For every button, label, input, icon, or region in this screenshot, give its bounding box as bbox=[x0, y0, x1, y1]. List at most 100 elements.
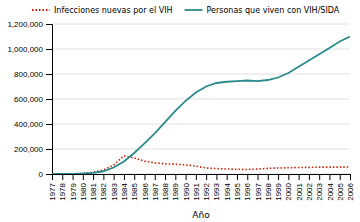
x-tick: 2002 bbox=[305, 174, 314, 201]
x-tick: 2006 bbox=[346, 174, 355, 201]
x-tick: 1988 bbox=[161, 174, 170, 201]
x-tick-mark bbox=[103, 174, 104, 180]
x-axis: 1977197819791980198119821983198419851986… bbox=[48, 174, 355, 201]
y-tick-label: 600,000 bbox=[14, 95, 43, 104]
x-tick: 1985 bbox=[130, 174, 139, 201]
x-tick-label: 2003 bbox=[315, 182, 324, 200]
x-tick-mark bbox=[216, 174, 217, 180]
x-tick-label: 1985 bbox=[130, 182, 139, 200]
x-tick-mark bbox=[288, 174, 289, 180]
x-tick-mark bbox=[62, 174, 63, 180]
x-tick-mark bbox=[83, 174, 84, 180]
y-tick: 800,000 bbox=[14, 70, 52, 79]
legend-swatch bbox=[32, 9, 50, 11]
x-tick-mark bbox=[258, 174, 259, 180]
legend-item: Personas que viven con VIH/SIDA bbox=[185, 6, 340, 15]
x-tick: 1990 bbox=[182, 174, 191, 201]
x-tick-mark bbox=[165, 174, 166, 180]
y-tick: 1,200,000 bbox=[7, 20, 52, 29]
y-tick-label: 1,000,000 bbox=[7, 45, 43, 54]
x-tick: 1995 bbox=[233, 174, 242, 201]
x-tick: 1989 bbox=[171, 174, 180, 201]
x-tick: 2005 bbox=[336, 174, 345, 201]
legend: Infecciones nuevas por el VIH Personas qu… bbox=[32, 6, 340, 15]
x-tick-mark bbox=[227, 174, 228, 180]
y-tick-label: 200,000 bbox=[14, 145, 43, 154]
x-axis-title: Año bbox=[192, 210, 210, 220]
x-tick-label: 1991 bbox=[192, 182, 201, 200]
x-tick-label: 1987 bbox=[151, 182, 160, 200]
x-tick-mark bbox=[124, 174, 125, 180]
x-tick-label: 1999 bbox=[274, 182, 283, 200]
y-tick: 0 bbox=[39, 170, 52, 179]
x-tick: 2004 bbox=[326, 174, 335, 201]
x-tick: 1987 bbox=[151, 174, 160, 201]
x-axis-line bbox=[53, 175, 351, 181]
x-tick-mark bbox=[196, 174, 197, 180]
x-tick-label: 1993 bbox=[212, 182, 221, 200]
y-tick: 600,000 bbox=[14, 95, 52, 104]
x-tick-mark bbox=[114, 174, 115, 180]
x-tick-mark bbox=[268, 174, 269, 180]
x-tick-label: 1994 bbox=[223, 182, 232, 200]
x-tick: 1994 bbox=[223, 174, 232, 201]
legend-item: Infecciones nuevas por el VIH bbox=[32, 6, 173, 15]
grid-line bbox=[52, 24, 350, 25]
x-tick-mark bbox=[278, 174, 279, 180]
x-tick-mark bbox=[155, 174, 156, 180]
y-axis: 0 200,000 400,000 600,000 800,000 1,000,000 1,… bbox=[7, 20, 52, 179]
x-tick-label: 1988 bbox=[161, 182, 170, 200]
x-tick: 1980 bbox=[79, 174, 88, 201]
x-tick: 1998 bbox=[264, 174, 273, 201]
x-tick-label: 1980 bbox=[79, 182, 88, 200]
y-tick-mark bbox=[46, 49, 52, 50]
y-tick: 200,000 bbox=[14, 145, 52, 154]
x-tick-label: 1998 bbox=[264, 182, 273, 200]
x-tick-label: 2005 bbox=[336, 182, 345, 200]
x-tick-label: 1982 bbox=[99, 182, 108, 200]
grid-line bbox=[52, 74, 350, 75]
x-tick-label: 2006 bbox=[346, 182, 355, 200]
x-tick: 1992 bbox=[202, 174, 211, 201]
x-tick-label: 1996 bbox=[243, 182, 252, 200]
y-tick-label: 400,000 bbox=[14, 120, 43, 129]
legend-label: Infecciones nuevas por el VIH bbox=[54, 6, 173, 15]
x-tick-label: 1995 bbox=[233, 182, 242, 200]
x-tick: 1979 bbox=[69, 174, 78, 201]
x-tick-mark bbox=[186, 174, 187, 180]
y-tick: 1,000,000 bbox=[7, 45, 52, 54]
legend-swatch bbox=[185, 9, 203, 11]
x-tick: 2003 bbox=[315, 174, 324, 201]
series-line bbox=[52, 37, 350, 175]
x-tick: 1983 bbox=[110, 174, 119, 201]
y-tick-mark bbox=[46, 99, 52, 100]
y-tick-mark bbox=[46, 24, 52, 25]
x-tick-label: 1977 bbox=[48, 182, 57, 200]
grid-line bbox=[52, 124, 350, 125]
x-tick-mark bbox=[309, 174, 310, 180]
x-tick-mark bbox=[144, 174, 145, 180]
x-tick-mark bbox=[350, 174, 351, 180]
grid-line bbox=[52, 149, 350, 150]
x-tick-label: 1979 bbox=[69, 182, 78, 200]
x-tick: 1996 bbox=[243, 174, 252, 201]
x-tick-label: 1984 bbox=[120, 182, 129, 200]
x-tick-mark bbox=[134, 174, 135, 180]
series-group bbox=[52, 37, 350, 175]
x-tick-label: 1981 bbox=[89, 182, 98, 200]
x-tick: 1999 bbox=[274, 174, 283, 201]
x-tick: 1977 bbox=[48, 174, 57, 201]
x-tick-mark bbox=[237, 174, 238, 180]
x-tick-label: 1992 bbox=[202, 182, 211, 200]
grid-line bbox=[52, 99, 350, 100]
y-tick-mark bbox=[46, 124, 52, 125]
y-tick-mark bbox=[46, 149, 52, 150]
legend-label: Personas que viven con VIH/SIDA bbox=[207, 6, 340, 15]
x-tick-label: 2000 bbox=[284, 182, 293, 200]
x-tick-label: 2001 bbox=[295, 182, 304, 200]
y-tick-label: 1,200,000 bbox=[7, 20, 43, 29]
x-tick-mark bbox=[340, 174, 341, 180]
x-tick: 1982 bbox=[99, 174, 108, 201]
chart: 0 200,000 400,000 600,000 800,000 1,000,000 1,… bbox=[0, 0, 360, 222]
x-tick: 1978 bbox=[58, 174, 67, 201]
